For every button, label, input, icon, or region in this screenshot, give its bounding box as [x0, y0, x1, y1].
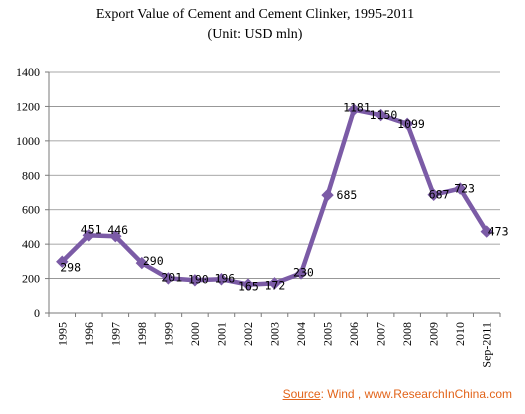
x-tick-label: 2003 — [268, 322, 282, 346]
data-point-marker — [56, 255, 69, 268]
data-label: 230 — [293, 265, 314, 279]
data-label: 451 — [81, 222, 102, 236]
y-tick-label: 200 — [22, 272, 40, 286]
data-point-marker — [82, 229, 96, 242]
data-label: 290 — [143, 254, 164, 268]
y-tick-label: 800 — [22, 168, 40, 182]
series-line-path — [60, 107, 489, 287]
x-tick-label: 2008 — [400, 322, 414, 346]
data-label: 172 — [265, 278, 286, 292]
data-markers — [56, 103, 493, 291]
data-label: 298 — [60, 261, 81, 275]
grid-lines — [49, 71, 500, 279]
data-point-marker — [188, 274, 202, 287]
data-label: 201 — [161, 270, 182, 284]
y-tick-label: 0 — [34, 306, 40, 320]
data-point-marker — [400, 117, 414, 131]
data-point-marker — [268, 277, 281, 290]
data-label: 196 — [214, 271, 235, 285]
data-point-marker — [347, 103, 361, 116]
data-point-marker — [480, 225, 493, 238]
x-tick-label: 1998 — [135, 322, 149, 346]
x-tick-label: 1995 — [55, 322, 69, 346]
y-tick-label: 1200 — [16, 99, 40, 113]
data-label: 165 — [238, 280, 259, 294]
x-tick-label: 2000 — [188, 322, 202, 346]
series-line — [60, 107, 489, 287]
x-tick-label: Sep-2011 — [480, 322, 494, 368]
x-tick-label: 2005 — [321, 322, 335, 346]
data-label: 685 — [337, 188, 358, 202]
data-label: 1181 — [343, 101, 371, 115]
source-text: : Wind , www.ResearchInChina.com — [320, 387, 512, 401]
data-point-marker — [374, 108, 387, 122]
y-tick-label: 600 — [22, 203, 40, 217]
data-point-marker — [135, 256, 149, 270]
data-point-marker — [215, 273, 228, 286]
data-label: 687 — [429, 188, 450, 202]
y-tick-label: 1000 — [16, 134, 40, 148]
x-tick-label: 2004 — [294, 322, 308, 346]
y-tick-labels: 0 200 400 600 800 1000 1200 1400 — [16, 65, 40, 320]
chart-subtitle: (Unit: USD mln) — [208, 27, 303, 42]
x-tick-label: 2006 — [347, 322, 361, 346]
y-tick-label: 400 — [22, 237, 40, 251]
data-point-marker — [241, 278, 255, 291]
x-tick-label: 2010 — [453, 322, 467, 346]
data-point-marker — [294, 267, 308, 280]
data-label: 190 — [188, 272, 209, 286]
x-tick-label: 1997 — [108, 322, 122, 346]
x-tick-label: 2007 — [374, 322, 388, 346]
chart-title: Export Value of Cement and Cement Clinke… — [96, 7, 414, 22]
data-point-marker — [321, 188, 334, 202]
data-label: 1150 — [370, 108, 398, 122]
data-label: 723 — [454, 182, 475, 196]
source-note: Source: Wind , www.ResearchInChina.com — [0, 387, 512, 401]
data-point-marker — [427, 188, 440, 201]
data-point-marker — [453, 182, 467, 195]
x-tick-label: 2002 — [241, 322, 255, 346]
data-label: 473 — [488, 225, 509, 239]
x-tick-labels: 1995 1996 1997 1998 1999 2000 2001 2002 2003 2004… — [55, 322, 493, 368]
axes — [45, 71, 501, 317]
x-tick-label: 2009 — [427, 322, 441, 346]
data-point-marker — [109, 230, 122, 243]
source-label: Source — [282, 387, 321, 401]
data-label: 1099 — [397, 117, 425, 131]
x-tick-label: 2001 — [214, 322, 228, 346]
data-point-marker — [162, 272, 175, 285]
x-tick-label: 1999 — [161, 322, 175, 346]
x-tick-label: 1996 — [82, 322, 96, 346]
y-tick-label: 1400 — [16, 65, 40, 79]
data-label: 446 — [107, 223, 128, 237]
